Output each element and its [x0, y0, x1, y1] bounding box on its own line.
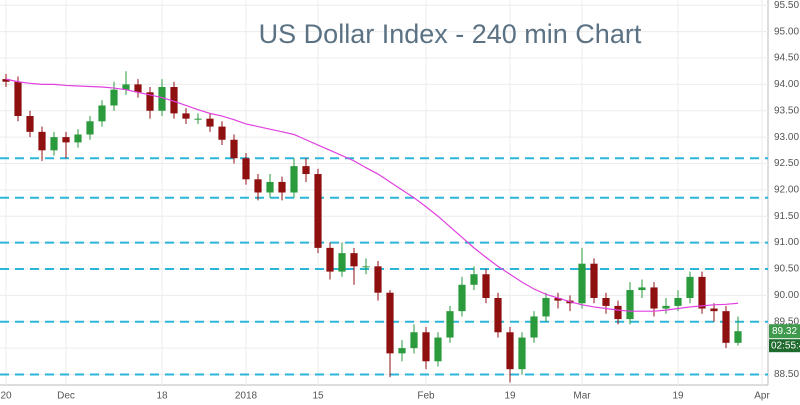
- candle-body: [506, 332, 514, 370]
- y-tick-label: 90.00: [774, 290, 799, 301]
- y-tick-label: 90.50: [774, 264, 799, 275]
- candle-body: [350, 253, 358, 267]
- candle-body: [2, 79, 10, 82]
- candle-body: [290, 166, 298, 193]
- candle-body: [86, 121, 94, 135]
- candle-body: [662, 305, 670, 309]
- y-tick-label: 92.50: [774, 158, 799, 169]
- y-tick-label: 95.00: [774, 26, 799, 37]
- candle-body: [734, 331, 742, 343]
- candle-body: [626, 290, 634, 320]
- candle-body: [134, 84, 142, 93]
- candle-body: [374, 266, 382, 293]
- candle-body: [158, 87, 166, 111]
- y-tick-label: 88.50: [774, 369, 799, 380]
- candle-body: [326, 247, 334, 272]
- candle-body: [578, 263, 586, 304]
- candle-body: [218, 126, 226, 140]
- x-tick-label: 2018: [235, 391, 258, 402]
- y-tick-label: 93.50: [774, 105, 799, 116]
- y-tick-label: 94.50: [774, 53, 799, 64]
- y-tick-label: 89.50: [774, 316, 799, 327]
- price-tag-label: 89.32: [772, 326, 797, 337]
- candle-body: [302, 166, 310, 175]
- candle-body: [314, 174, 322, 248]
- candle-body: [470, 274, 478, 285]
- candle-body: [14, 81, 22, 117]
- countdown-bg: [769, 339, 800, 353]
- x-tick-label: 18: [156, 391, 168, 402]
- candle-body: [338, 253, 346, 272]
- candle-body: [638, 287, 646, 291]
- candle-body: [410, 332, 418, 349]
- moving-average-line: [5, 78, 739, 312]
- candle-body: [698, 276, 706, 309]
- candle-body: [74, 134, 82, 143]
- candle-body: [446, 311, 454, 338]
- y-tick-label: 91.50: [774, 211, 799, 222]
- y-tick-label: 93.00: [774, 132, 799, 143]
- candle-body: [686, 276, 694, 298]
- candle-body: [266, 181, 274, 193]
- candle-body: [458, 284, 466, 312]
- x-tick-label: 15: [312, 391, 324, 402]
- x-tick-label: 19: [672, 391, 684, 402]
- candle-body: [98, 105, 106, 122]
- candle-body: [182, 113, 190, 119]
- candle-body: [194, 118, 202, 120]
- y-tick-label: 91.00: [774, 237, 799, 248]
- candle-body: [362, 266, 370, 268]
- candle-body: [518, 337, 526, 370]
- y-tick-label: 95.50: [774, 0, 799, 11]
- candle-body: [386, 292, 394, 354]
- candle-body: [62, 137, 70, 143]
- x-tick-label: Apr: [754, 391, 770, 402]
- candle-body: [482, 274, 490, 298]
- price-tag-bg: [769, 324, 800, 339]
- candle-body: [278, 181, 286, 193]
- candle-body: [530, 316, 538, 338]
- candle-body: [602, 297, 610, 306]
- x-tick-label: 20: [0, 391, 12, 402]
- candle-body: [122, 84, 130, 90]
- countdown-label: 02:55:4: [771, 340, 800, 351]
- candle-body: [230, 139, 238, 159]
- x-tick-label: Dec: [57, 391, 75, 402]
- y-tick-label: 94.00: [774, 79, 799, 90]
- candle-body: [422, 332, 430, 362]
- candle-body: [170, 87, 178, 114]
- candle-body: [38, 131, 46, 151]
- candle-body: [242, 158, 250, 180]
- plot: [0, 71, 768, 383]
- candle-body: [674, 297, 682, 306]
- candle-body: [110, 89, 118, 106]
- candle-body: [146, 92, 154, 111]
- candle-body: [398, 348, 406, 354]
- candle-body: [26, 116, 34, 132]
- candle-body: [614, 305, 622, 320]
- y-tick-label: 92.00: [774, 185, 799, 196]
- candle-body: [434, 337, 442, 362]
- candle-body: [254, 179, 262, 193]
- candle-body: [590, 263, 598, 298]
- chart-title: US Dollar Index - 240 min Chart: [259, 19, 642, 49]
- x-tick-label: Mar: [573, 391, 591, 402]
- candle-body: [554, 297, 562, 301]
- candle-body: [542, 297, 550, 317]
- x-tick-label: 19: [504, 391, 516, 402]
- candle-body: [722, 311, 730, 343]
- candle-body: [494, 297, 502, 333]
- x-tick-label: Feb: [417, 391, 435, 402]
- candle-body: [206, 118, 214, 127]
- candle-body: [710, 308, 718, 312]
- candle-body: [50, 137, 58, 151]
- candle-body: [650, 287, 658, 309]
